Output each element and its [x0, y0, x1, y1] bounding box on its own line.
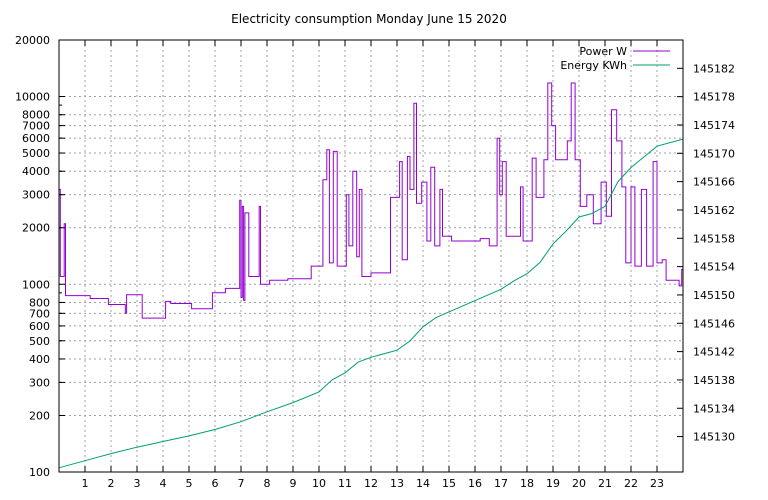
x-tick-label: 15 — [442, 477, 456, 490]
y2-tick-label: 145134 — [693, 402, 735, 415]
y-tick-label: 600 — [29, 320, 50, 333]
x-tick-label: 8 — [264, 477, 271, 490]
x-tick-label: 11 — [338, 477, 352, 490]
y2-tick-label: 145146 — [693, 317, 735, 330]
y-tick-label: 6000 — [22, 132, 50, 145]
y2-tick-label: 145130 — [693, 431, 735, 444]
y2-tick-label: 145178 — [693, 91, 735, 104]
legend-entry-power: Power W — [579, 45, 670, 58]
x-tick-label: 9 — [290, 477, 297, 490]
grid — [59, 40, 683, 472]
y-tick-label: 100 — [29, 466, 50, 479]
y2-tick-label: 145170 — [693, 147, 735, 160]
series-layer — [58, 82, 684, 469]
axes — [58, 39, 684, 473]
y-tick-label: 8000 — [22, 109, 50, 122]
x-tick-label: 4 — [160, 477, 167, 490]
x-tick-label: 7 — [238, 477, 245, 490]
x-tick-label: 12 — [364, 477, 378, 490]
x-tick-label: 17 — [494, 477, 508, 490]
legend-label-energy: Energy KWh — [560, 59, 627, 72]
series-line-power — [59, 82, 684, 319]
x-tick-label: 20 — [572, 477, 586, 490]
y-tick-label: 5000 — [22, 147, 50, 160]
x-tick-labels: 1 2 3 4 5 6 7 8 9 10 11 12 13 14 15 16 17 18 19 20 21 22 23 — [82, 477, 665, 490]
x-tick-label: 13 — [390, 477, 404, 490]
y-tick-label: 200 — [29, 409, 50, 422]
series-line-energy — [58, 138, 684, 469]
x-tick-label: 10 — [312, 477, 326, 490]
y2-tick-label: 145138 — [693, 374, 735, 387]
y-tick-label: 1000 — [22, 278, 50, 291]
x-tick-label: 23 — [650, 477, 664, 490]
y2-tick-label: 145162 — [693, 204, 735, 217]
x-tick-label: 22 — [624, 477, 638, 490]
x-tick-label: 16 — [468, 477, 482, 490]
legend-entry-energy: Energy KWh — [560, 59, 670, 72]
y-tick-label: 400 — [29, 353, 50, 366]
y-tick-label: 700 — [29, 307, 50, 320]
y2-tick-labels: 145130 145134 145138 145142 145146 145150 1451… — [693, 62, 735, 443]
y2-tick-label: 145158 — [693, 232, 735, 245]
y2-tick-label: 145150 — [693, 289, 735, 302]
x-tick-label: 21 — [598, 477, 612, 490]
y2-tick-label: 145182 — [693, 62, 735, 75]
y-tick-label: 300 — [29, 376, 50, 389]
y-tick-label: 20000 — [15, 34, 50, 47]
chart-title: Electricity consumption Monday June 15 2… — [231, 12, 507, 26]
x-tick-label: 6 — [212, 477, 219, 490]
x-tick-label: 5 — [186, 477, 193, 490]
x-tick-label: 14 — [416, 477, 430, 490]
y2-tick-label: 145154 — [693, 261, 735, 274]
x-tick-label: 3 — [134, 477, 141, 490]
y2-tick-label: 145142 — [693, 346, 735, 359]
y-tick-label: 7000 — [22, 120, 50, 133]
y-tick-label: 10000 — [15, 91, 50, 104]
x-tick-label: 2 — [108, 477, 115, 490]
y-tick-label: 2000 — [22, 222, 50, 235]
y-tick-label: 4000 — [22, 165, 50, 178]
legend-label-power: Power W — [579, 45, 627, 58]
y-tick-label: 800 — [29, 296, 50, 309]
legend: Power W Energy KWh — [560, 45, 670, 72]
x-tick-label: 1 — [82, 477, 89, 490]
x-tick-label: 19 — [546, 477, 560, 490]
y2-tick-label: 145166 — [693, 176, 735, 189]
x-tick-label: 18 — [520, 477, 534, 490]
y-tick-label: 500 — [29, 335, 50, 348]
y-tick-label: 3000 — [22, 189, 50, 202]
y2-tick-label: 145174 — [693, 119, 735, 132]
